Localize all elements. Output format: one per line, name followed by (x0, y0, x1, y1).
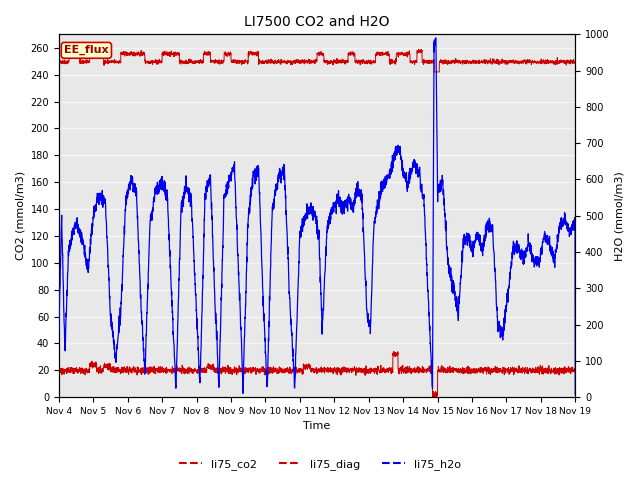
Y-axis label: CO2 (mmol/m3): CO2 (mmol/m3) (15, 171, 25, 260)
X-axis label: Time: Time (303, 421, 331, 432)
Text: EE_flux: EE_flux (64, 45, 109, 56)
Legend: li75_co2, li75_diag, li75_h2o: li75_co2, li75_diag, li75_h2o (175, 455, 465, 474)
Y-axis label: H2O (mmol/m3): H2O (mmol/m3) (615, 171, 625, 261)
Title: LI7500 CO2 and H2O: LI7500 CO2 and H2O (244, 15, 390, 29)
